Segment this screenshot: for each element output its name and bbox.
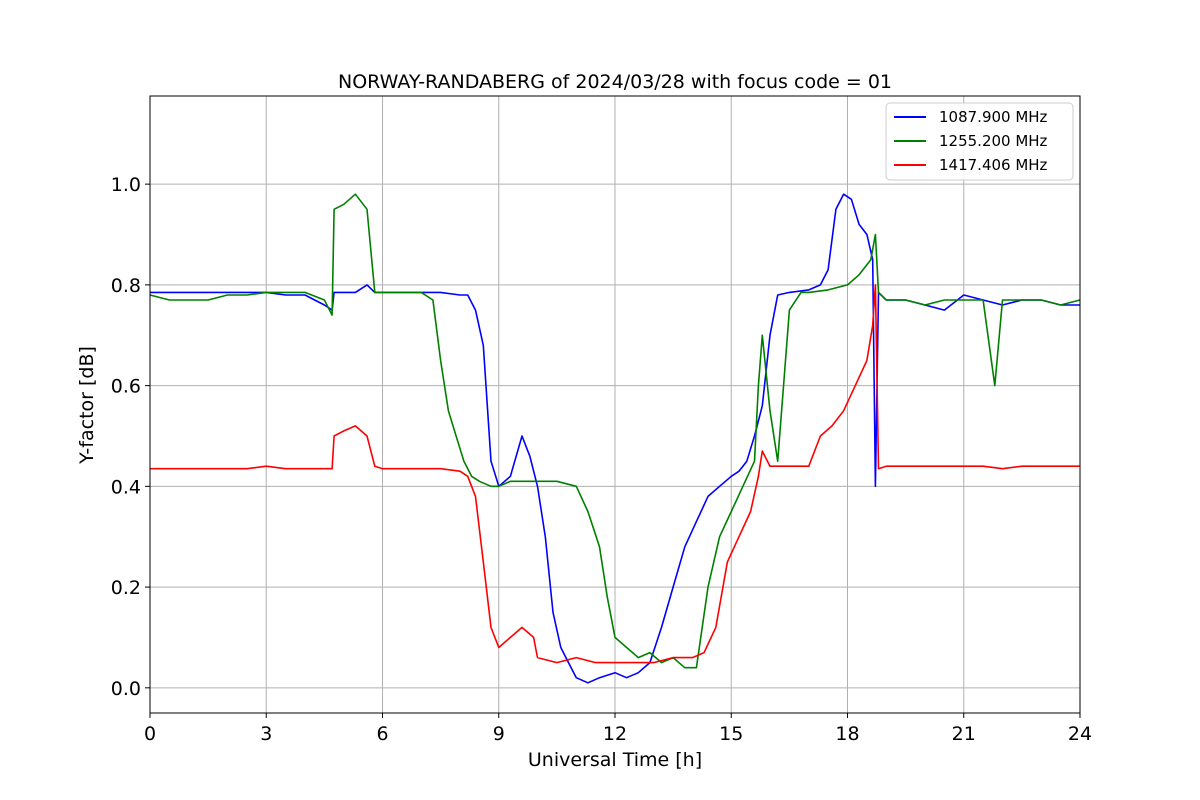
y-tick-label: 0.4 bbox=[111, 476, 141, 498]
y-tick-label: 0.0 bbox=[111, 678, 141, 700]
x-tick-label: 6 bbox=[376, 723, 388, 745]
y-tick-label: 0.2 bbox=[111, 577, 141, 599]
x-tick-label: 12 bbox=[603, 723, 627, 745]
legend-label-1: 1087.900 MHz bbox=[939, 108, 1048, 126]
legend-box bbox=[885, 102, 1074, 181]
x-tick-label: 18 bbox=[835, 723, 859, 745]
x-tick-label: 15 bbox=[719, 723, 743, 745]
x-tick-label: 3 bbox=[260, 723, 272, 745]
x-axis-label: Universal Time [h] bbox=[528, 749, 702, 771]
y-tick-label: 0.6 bbox=[111, 376, 141, 398]
x-tick-label: 21 bbox=[952, 723, 976, 745]
x-tick-label: 24 bbox=[1068, 723, 1092, 745]
legend-label-2: 1255.200 MHz bbox=[939, 132, 1048, 150]
legend-label-3: 1417.406 MHz bbox=[939, 156, 1048, 174]
chart-title: NORWAY-RANDABERG of 2024/03/28 with focu… bbox=[338, 71, 892, 93]
series-line-3 bbox=[150, 284, 1080, 664]
x-tick-label: 0 bbox=[144, 723, 156, 745]
plot-frame bbox=[149, 95, 1081, 714]
x-tick-label: 9 bbox=[493, 723, 505, 745]
series-line-2 bbox=[149, 193, 1081, 669]
series-line-1 bbox=[150, 193, 1080, 684]
legend: 1087.900 MHz 1255.200 MHz 1417.406 MHz bbox=[885, 102, 1074, 181]
y-tick-label: 1.0 bbox=[111, 174, 141, 196]
y-tick-label: 0.8 bbox=[111, 275, 141, 297]
series-layer bbox=[149, 193, 1081, 684]
ticks-layer: 0 3 6 9 12 15 18 21 24 0.0 0.2 0.4 0.6 0.8 1.0 bbox=[111, 174, 1092, 745]
y-axis-label: Y-factor [dB] bbox=[76, 346, 98, 465]
